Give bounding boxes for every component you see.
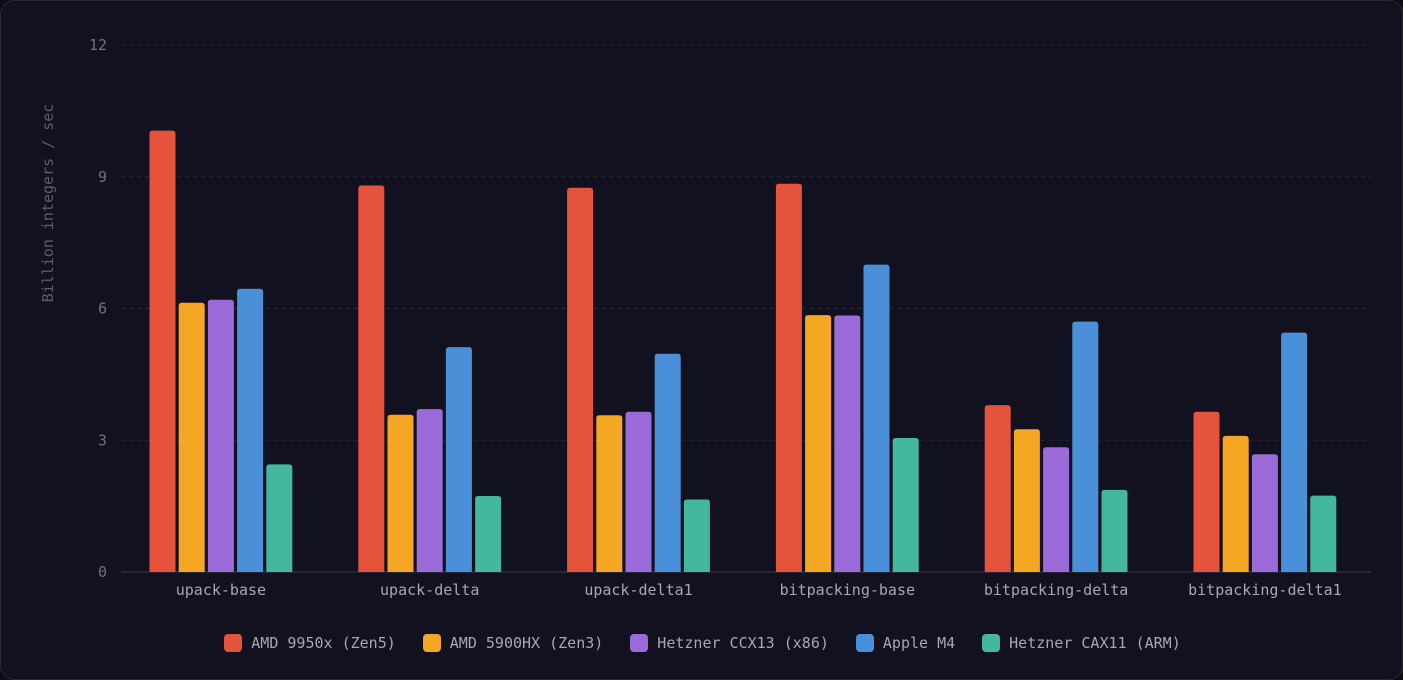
bar-amd-5900hx-zen3-upack-base[interactable] <box>178 302 205 572</box>
bar-apple-m4-bitpacking-delta[interactable] <box>1072 321 1099 572</box>
axis-labels: 0 3 6 9 12 upack-base upack-delta upack-delta1 b… <box>89 36 1342 599</box>
bar-amd-9950x-zen5-bitpacking-delta[interactable] <box>984 405 1011 572</box>
legend-item[interactable]: AMD 9950x (Zen5) <box>224 634 396 652</box>
bar-amd-5900hx-zen3-bitpacking-base[interactable] <box>805 315 832 572</box>
bar-amd-9950x-zen5-bitpacking-delta1[interactable] <box>1193 411 1220 572</box>
legend-swatch <box>224 634 243 652</box>
bar-hetzner-ccx13-x86-bitpacking-base[interactable] <box>834 315 861 572</box>
bar-apple-m4-bitpacking-delta1[interactable] <box>1281 332 1308 572</box>
bar-amd-9950x-zen5-upack-base[interactable] <box>149 130 176 572</box>
bar-apple-m4-bitpacking-base[interactable] <box>863 264 890 572</box>
x-tick-label: upack-delta1 <box>584 581 692 599</box>
bar-hetzner-cax11-arm-upack-delta[interactable] <box>475 496 502 572</box>
bar-hetzner-cax11-arm-bitpacking-delta1[interactable] <box>1310 495 1337 572</box>
legend-label: Hetzner CAX11 (ARM) <box>1009 634 1181 652</box>
bar-apple-m4-upack-base[interactable] <box>237 288 264 572</box>
bar-amd-5900hx-zen3-bitpacking-delta[interactable] <box>1013 429 1040 572</box>
legend: AMD 9950x (Zen5) AMD 5900HX (Zen3) Hetzner… <box>1 634 1402 652</box>
bar-hetzner-cax11-arm-upack-delta1[interactable] <box>683 499 710 572</box>
bar-hetzner-ccx13-x86-bitpacking-delta[interactable] <box>1043 447 1070 572</box>
bar-amd-5900hx-zen3-upack-delta[interactable] <box>387 414 414 572</box>
legend-label: AMD 5900HX (Zen3) <box>449 634 604 652</box>
x-tick-label: bitpacking-delta <box>984 581 1129 599</box>
bars <box>149 130 1337 573</box>
legend-swatch <box>855 634 874 652</box>
legend-swatch <box>982 634 1001 652</box>
bar-hetzner-ccx13-x86-upack-delta1[interactable] <box>625 411 652 572</box>
legend-label: Hetzner CCX13 (x86) <box>657 634 829 652</box>
bar-chart: 0 3 6 9 12 upack-base upack-delta upack-delta1 b… <box>39 36 1371 599</box>
bar-apple-m4-upack-delta[interactable] <box>445 347 472 572</box>
bar-hetzner-ccx13-x86-bitpacking-delta1[interactable] <box>1251 454 1278 572</box>
legend-label: Apple M4 <box>882 634 956 652</box>
bar-hetzner-ccx13-x86-upack-base[interactable] <box>207 299 234 572</box>
bar-apple-m4-upack-delta1[interactable] <box>654 353 681 572</box>
bar-amd-9950x-zen5-bitpacking-base[interactable] <box>775 183 802 572</box>
gridlines <box>121 44 1371 573</box>
x-tick-label: upack-base <box>176 581 266 599</box>
bar-amd-5900hx-zen3-upack-delta1[interactable] <box>596 415 623 572</box>
bar-hetzner-cax11-arm-upack-base[interactable] <box>266 464 293 572</box>
y-axis-title: Billion integers / sec <box>39 104 57 303</box>
y-tick-label: 12 <box>89 36 107 54</box>
legend-swatch <box>630 634 649 652</box>
y-tick-label: 3 <box>98 431 107 449</box>
legend-item[interactable]: Apple M4 <box>855 634 956 652</box>
bar-hetzner-ccx13-x86-upack-delta[interactable] <box>416 409 443 572</box>
bar-amd-9950x-zen5-upack-delta1[interactable] <box>567 187 594 572</box>
y-tick-label: 6 <box>98 300 107 318</box>
legend-item[interactable]: Hetzner CCX13 (x86) <box>630 634 829 652</box>
bar-hetzner-cax11-arm-bitpacking-delta[interactable] <box>1101 489 1128 572</box>
legend-swatch <box>422 634 441 652</box>
y-tick-label: 9 <box>98 168 107 186</box>
legend-item[interactable]: Hetzner CAX11 (ARM) <box>982 634 1181 652</box>
x-tick-label: bitpacking-base <box>780 581 915 599</box>
bar-hetzner-cax11-arm-bitpacking-base[interactable] <box>892 438 919 572</box>
x-tick-label: upack-delta <box>380 581 479 599</box>
legend-label: AMD 9950x (Zen5) <box>251 634 396 652</box>
legend-item[interactable]: AMD 5900HX (Zen3) <box>422 634 604 652</box>
bar-amd-9950x-zen5-upack-delta[interactable] <box>358 185 385 573</box>
y-tick-label: 0 <box>98 563 107 581</box>
bar-amd-5900hx-zen3-bitpacking-delta1[interactable] <box>1222 435 1249 572</box>
x-tick-label: bitpacking-delta1 <box>1188 581 1342 599</box>
